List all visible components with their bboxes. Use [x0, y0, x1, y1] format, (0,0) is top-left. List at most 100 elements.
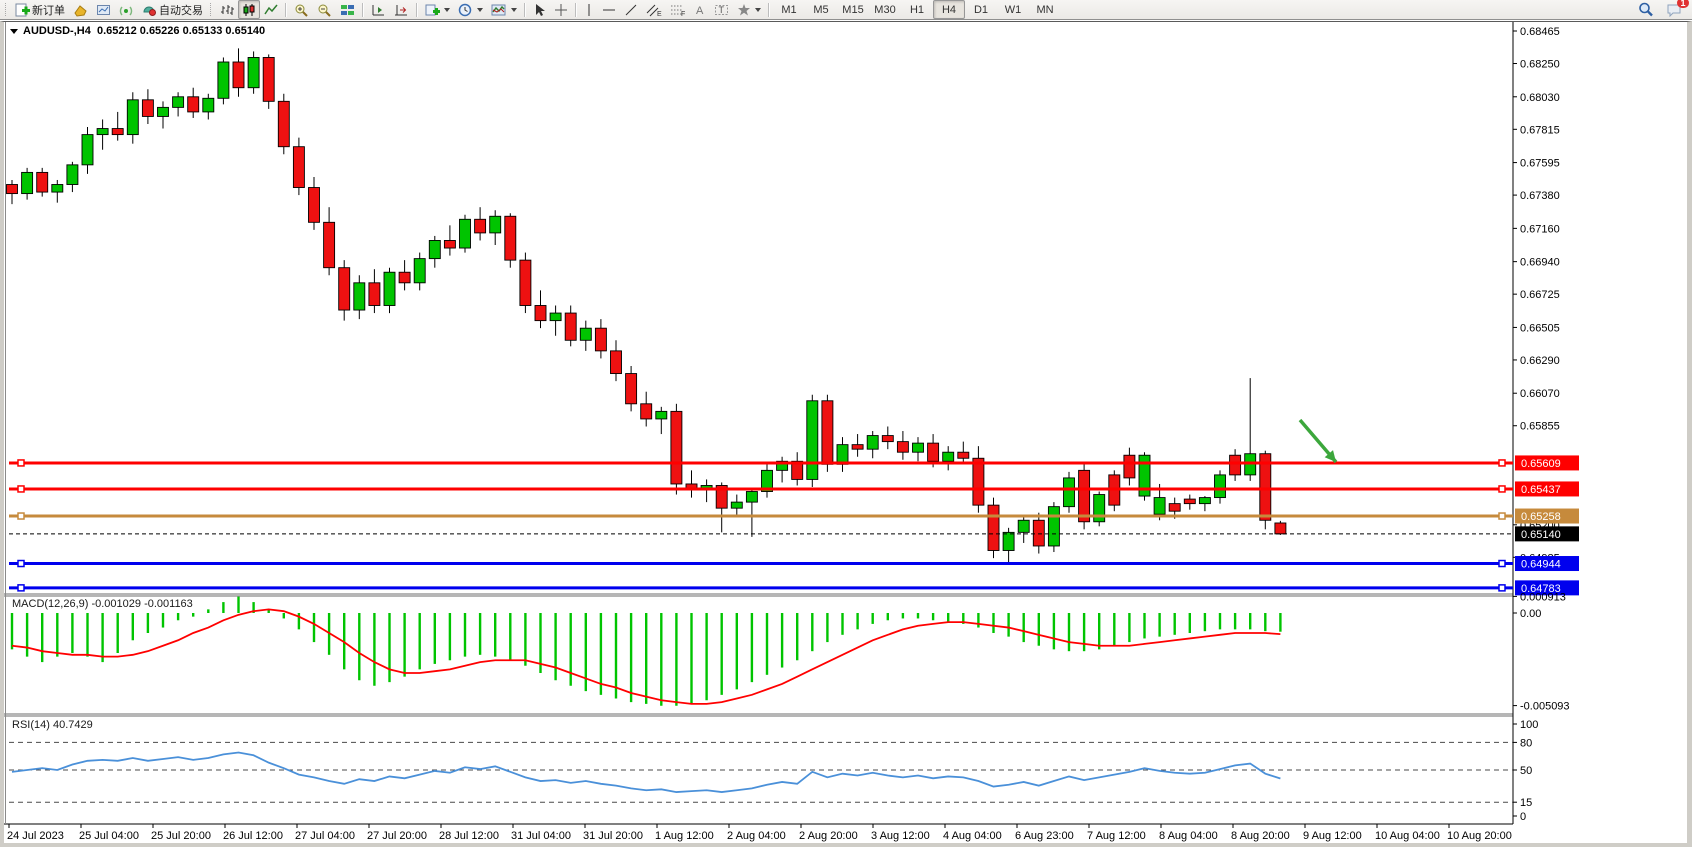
crosshair-button[interactable]	[550, 0, 572, 19]
svg-text:0.66070: 0.66070	[1520, 388, 1560, 400]
candle-bear	[851, 444, 864, 450]
search-button[interactable]	[1634, 0, 1658, 19]
hline-0.64944[interactable]: 0.64944	[9, 556, 1579, 572]
timeframe-m15-button[interactable]: M15	[842, 3, 864, 16]
candle-bull	[353, 282, 366, 311]
timeframe-h1-button[interactable]: H1	[909, 3, 925, 16]
candle-bear	[398, 271, 411, 284]
notifications-button[interactable]: 1	[1662, 0, 1689, 19]
arrows-tool[interactable]	[733, 0, 765, 19]
candle-bull	[730, 501, 743, 509]
template-button[interactable]	[487, 0, 521, 19]
candle-bull	[1002, 531, 1015, 551]
candle-bear	[1168, 503, 1181, 512]
candle-bear	[987, 504, 1000, 551]
svg-text:80: 80	[1520, 737, 1532, 749]
hline-handle[interactable]	[17, 559, 25, 568]
timeframe-h4-button[interactable]: H4	[933, 0, 965, 19]
svg-text:26 Jul 12:00: 26 Jul 12:00	[223, 830, 283, 842]
text-tool[interactable]: A	[690, 0, 710, 19]
toolbar-grip[interactable]	[210, 3, 213, 16]
text-label-tool[interactable]: T	[710, 0, 733, 19]
hline-0.65437[interactable]: 0.65437	[9, 481, 1579, 497]
candle-bull	[1093, 494, 1106, 523]
svg-text:0.67595: 0.67595	[1520, 158, 1560, 170]
svg-text:15: 15	[1520, 797, 1532, 809]
hline-0.65609[interactable]: 0.65609	[9, 455, 1579, 471]
main-toolbar: 新订单 自动交易	[0, 0, 1692, 20]
equidistant-channel-tool[interactable]: E	[642, 0, 666, 19]
horizontal-line-tool[interactable]	[598, 0, 620, 19]
hline-0.65140[interactable]: 0.65140	[9, 526, 1579, 542]
hline-handle[interactable]	[1498, 485, 1506, 493]
auto-trading-label: 自动交易	[159, 4, 203, 17]
bar-chart-mode-button[interactable]	[216, 0, 238, 19]
candle-bear	[640, 403, 653, 420]
market-watch-button[interactable]	[69, 0, 92, 19]
timeframe-mn-button[interactable]: MN	[1036, 3, 1054, 16]
symbol-dropdown-icon[interactable]	[10, 28, 18, 34]
line-chart-mode-button[interactable]	[260, 0, 282, 19]
chart-area[interactable]: 0.68465 0.68250 0.68030 0.67815 0.67595 0.673…	[4, 22, 1687, 843]
zoom-out-button[interactable]	[313, 0, 336, 19]
hline-price-label	[1515, 455, 1579, 471]
hline-handle[interactable]	[17, 459, 25, 467]
fibonacci-tool[interactable]: F	[666, 0, 690, 19]
auto-scroll-button[interactable]	[367, 0, 390, 19]
add-indicator-button[interactable]	[421, 0, 454, 19]
time-axis[interactable]: 24 Jul 2023 25 Jul 04:00 25 Jul 20:00 26 Ju…	[7, 824, 1512, 842]
chart-window-button[interactable]	[92, 0, 115, 19]
timeframe-m5-button[interactable]: M5	[813, 3, 829, 16]
timeframe-m30-button[interactable]: M30	[874, 3, 896, 16]
period-button[interactable]	[454, 0, 487, 19]
timeframe-w1-button[interactable]: W1	[1004, 3, 1022, 16]
tile-windows-button[interactable]	[336, 0, 359, 19]
hline-handle[interactable]	[17, 485, 25, 493]
svg-text:3 Aug 12:00: 3 Aug 12:00	[871, 830, 930, 842]
candle-bear	[715, 485, 728, 509]
candle-bull	[1214, 474, 1226, 499]
candle-bull	[912, 442, 924, 453]
toolbar-grip[interactable]	[5, 3, 8, 16]
vertical-line-tool[interactable]	[580, 0, 598, 19]
candle-bull	[1153, 497, 1166, 515]
arrow-annotation[interactable]	[1298, 418, 1338, 464]
bar-chart-icon	[221, 4, 234, 15]
svg-text:27 Jul 04:00: 27 Jul 04:00	[295, 830, 355, 842]
hline-handle[interactable]	[1498, 584, 1506, 592]
svg-text:0.65855: 0.65855	[1520, 421, 1560, 433]
candle-bear	[1078, 469, 1091, 523]
candle-bull	[1017, 519, 1030, 533]
candlestick-mode-button[interactable]	[238, 0, 260, 19]
hline-handle[interactable]	[1498, 459, 1506, 467]
timeframe-m1-button[interactable]: M1	[781, 3, 797, 16]
cursor-button[interactable]	[529, 0, 550, 19]
trendline-icon	[625, 4, 637, 15]
hline-0.65258[interactable]: 0.65258	[9, 508, 1579, 524]
hline-handle[interactable]	[17, 584, 25, 592]
candle-bull	[51, 184, 64, 193]
timeframe-d1-button[interactable]: D1	[973, 3, 989, 16]
svg-text:4 Aug 04:00: 4 Aug 04:00	[943, 830, 1002, 842]
signals-button[interactable]	[115, 0, 138, 19]
candle-bear	[1229, 454, 1242, 476]
hline-handle[interactable]	[17, 512, 25, 520]
chart-shift-button[interactable]	[390, 0, 413, 19]
auto-trading-button[interactable]: 自动交易	[138, 0, 207, 19]
candle-bull	[655, 410, 668, 420]
svg-text:-0.005093: -0.005093	[1520, 701, 1570, 713]
hline-handle[interactable]	[1498, 512, 1506, 520]
candlestick-icon	[243, 3, 255, 16]
candle-bear	[927, 442, 940, 462]
zoom-in-button[interactable]	[290, 0, 313, 19]
tile-windows-icon	[341, 4, 354, 15]
candle-bear	[111, 128, 124, 136]
text-icon: A	[696, 5, 704, 17]
candle-bear	[187, 96, 200, 113]
new-order-button[interactable]: 新订单	[11, 0, 69, 19]
hline-handle[interactable]	[1498, 559, 1506, 568]
trendline-tool[interactable]	[620, 0, 642, 19]
svg-text:1 Aug 12:00: 1 Aug 12:00	[655, 830, 714, 842]
hline-0.64783[interactable]: 0.64783	[9, 580, 1579, 596]
add-indicator-caret	[444, 7, 450, 12]
